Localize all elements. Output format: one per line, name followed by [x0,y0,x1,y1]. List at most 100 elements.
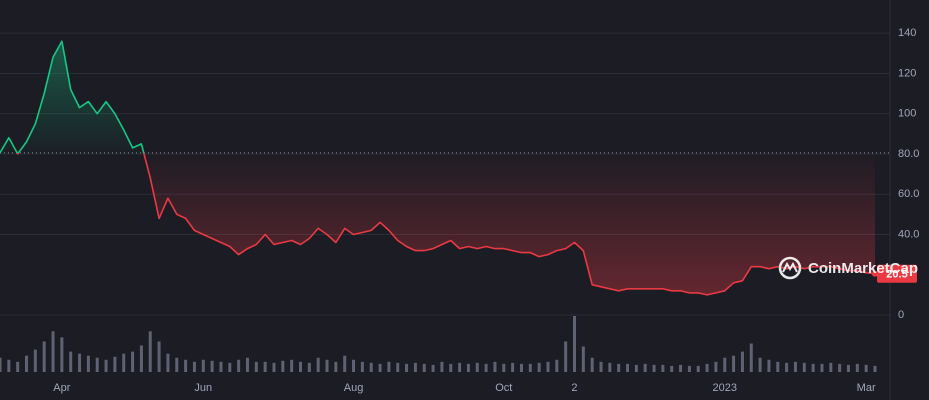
volume-bar [749,343,753,372]
volume-bar [705,363,709,372]
price-tag [877,264,917,283]
y-tick-label: 120 [898,67,916,79]
volume-bar [237,359,241,372]
volume-bar [820,363,824,372]
volume-bar [855,363,859,372]
price-tag-label: 20.5 [886,269,907,281]
volume-bar [201,359,205,372]
volume-bar [378,363,382,372]
volume-bar [634,364,638,372]
volume-bar [793,361,797,372]
volume-bar [272,362,276,372]
volume-bar [0,357,2,372]
x-tick-label: Aug [344,382,364,394]
volume-bar [343,355,347,372]
price-area [0,41,875,295]
volume-bar [422,363,426,372]
volume-bar [758,357,762,372]
volume-bar [184,359,188,372]
volume-bar [555,359,559,372]
volume-bar [69,351,73,372]
x-tick-label: Mar [857,382,876,394]
volume-bar [290,359,294,372]
y-tick-label: 80.0 [898,148,919,160]
volume-bar [714,361,718,372]
price-line [0,40,876,296]
volume-bar [95,357,99,372]
volume-bar [670,365,674,372]
y-tick-label: 60.0 [898,188,919,200]
volume-bar [263,361,267,372]
volume-bar [590,357,594,372]
y-tick-label: 100 [898,108,916,120]
volume-bar [104,359,108,372]
volume-bar [617,363,621,372]
volume-bar [431,364,435,372]
volume-bar [458,362,462,372]
y-tick-label: 0 [898,309,904,321]
volume-bar [679,364,683,372]
volume-bar [210,360,214,372]
volume-bar [493,361,497,372]
volume-bar [228,362,232,372]
volume-bar [829,362,833,372]
volume-bar [802,362,806,372]
volume-bar [33,349,37,372]
volume-bar [16,361,20,372]
volume-bar [352,359,356,372]
volume-bar [608,362,612,372]
volume-bar [564,341,568,372]
volume-bar [131,351,135,372]
volume-bar [687,365,691,372]
x-tick-label: Oct [495,382,512,394]
volume-bar [405,363,409,372]
volume-bar [281,360,285,372]
volume-bar [254,361,258,372]
x-tick-label: Jun [194,382,212,394]
volume-bar [42,341,46,372]
volume-bar [546,361,550,372]
volume-bar [502,363,506,372]
volume-bar [626,363,630,372]
volume-bar [166,353,170,372]
volume-bar [475,362,479,372]
volume-bar [25,355,29,372]
volume-bar [838,363,842,372]
volume-bar [661,364,665,372]
volume-bar [175,357,179,372]
volume-bar [387,361,391,372]
volume-bar [307,362,311,372]
volume-bar [652,364,656,372]
watermark-text: CoinMarketCap [808,260,918,277]
volume-bar [122,353,126,372]
volume-bar [484,363,488,372]
volume-bar [299,361,303,372]
volume-bar [767,359,771,372]
volume-bar [599,361,603,372]
volume-bar [811,363,815,372]
volume-bar [360,361,364,372]
volume-bar [316,357,320,372]
y-tick-label: 40.0 [898,228,919,240]
volume-bar [696,365,700,372]
volume-bar [78,353,82,372]
volume-bar [219,361,223,372]
volume-bar [113,356,117,372]
volume-bar [740,351,744,372]
volume-bar [245,357,249,372]
y-tick-label: 140 [898,27,916,39]
volume-bar [519,363,523,372]
volume-bar [864,364,868,372]
volume-bar [396,362,400,372]
volume-bar [440,361,444,372]
volume-bar [537,362,541,372]
volume-bar [643,363,647,372]
volume-bar [732,355,736,372]
volume-bar [192,361,196,372]
watermark: CoinMarketCap [778,256,918,280]
x-tick-label: 2 [571,382,577,394]
volume-bar [528,363,532,372]
volume-bar [139,345,143,372]
x-tick-label: Apr [53,382,70,394]
